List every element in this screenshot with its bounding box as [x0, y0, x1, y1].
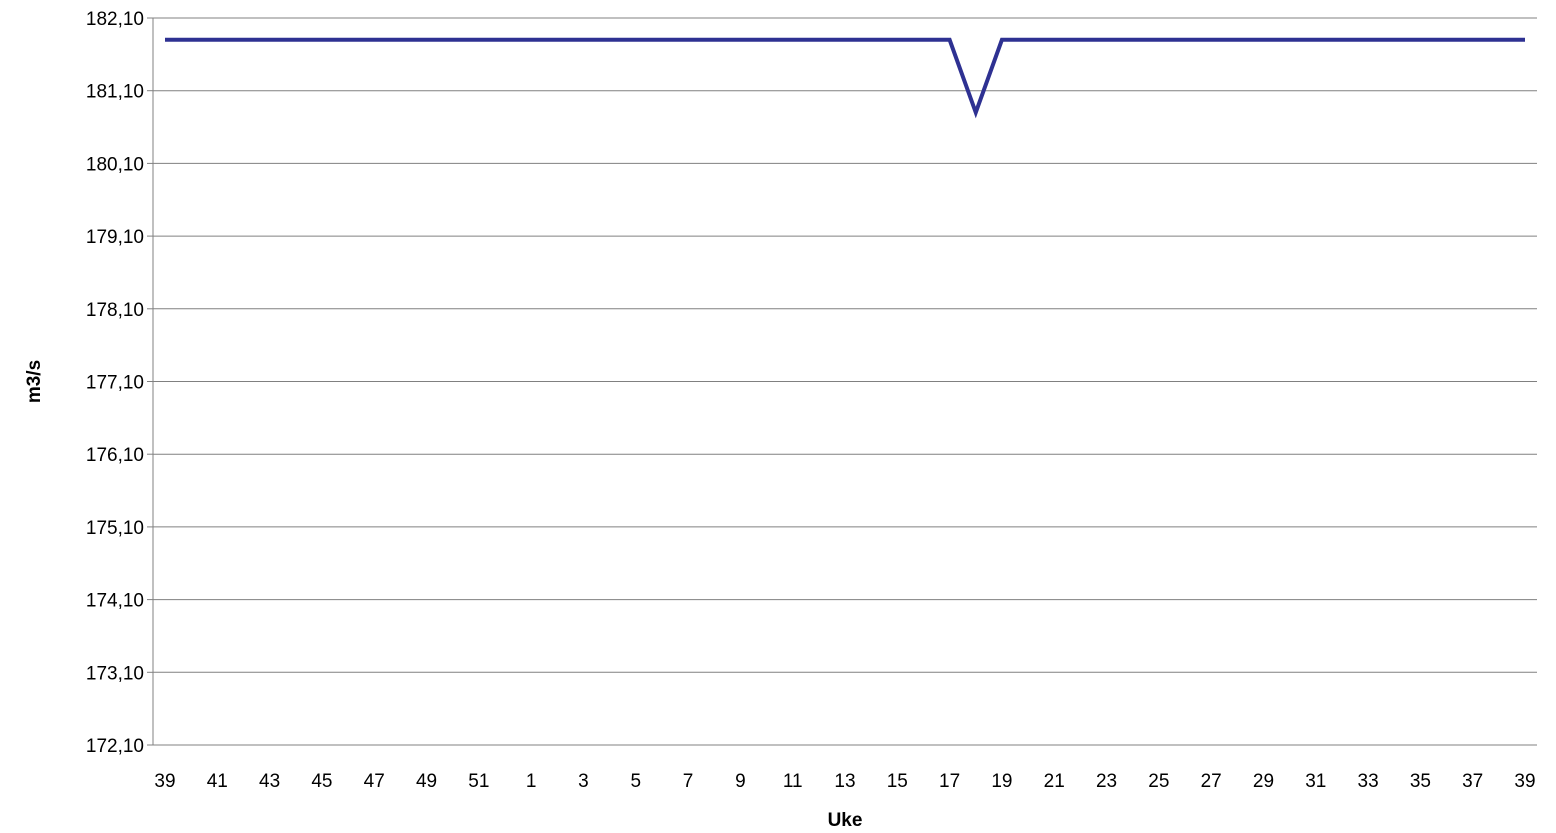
x-tick-label: 19 — [991, 771, 1012, 792]
x-tick-label: 33 — [1358, 771, 1379, 792]
y-tick-label: 182,10 — [86, 9, 144, 30]
x-tick-label: 39 — [154, 771, 175, 792]
series-line — [165, 37, 1525, 119]
x-tick-label: 13 — [834, 771, 855, 792]
x-tick-label: 11 — [783, 771, 803, 792]
x-tick-label: 35 — [1410, 771, 1431, 792]
x-tick-label: 1 — [526, 771, 537, 792]
x-tick-labels: 39 41 43 45 47 49 51 1 3 5 7 9 11 13 15 17 19 21 23 25 27 29 3… — [154, 771, 1535, 792]
x-tick-label: 47 — [364, 771, 385, 792]
y-tick-label: 172,10 — [86, 736, 144, 757]
x-tick-label: 29 — [1253, 771, 1274, 792]
y-axis-title: m3/s — [24, 360, 45, 403]
y-tick-label: 180,10 — [86, 154, 144, 175]
y-tick-label: 178,10 — [86, 300, 144, 321]
y-tick-labels: 172,10 173,10 174,10 175,10 176,10 177,10 178,… — [86, 9, 144, 757]
y-tick-label: 174,10 — [86, 591, 144, 612]
x-tick-label: 31 — [1305, 771, 1326, 792]
x-tick-label: 51 — [468, 771, 489, 792]
x-tick-label: 25 — [1148, 771, 1169, 792]
x-tick-label: 49 — [416, 771, 437, 792]
y-tick-label: 179,10 — [86, 227, 144, 248]
x-tick-label: 43 — [259, 771, 280, 792]
x-tick-label: 37 — [1462, 771, 1483, 792]
x-tick-label: 7 — [683, 771, 694, 792]
x-tick-label: 45 — [311, 771, 332, 792]
x-tick-label: 41 — [207, 771, 228, 792]
y-tick-label: 175,10 — [86, 518, 144, 539]
x-tick-label: 17 — [939, 771, 960, 792]
x-tick-label: 27 — [1201, 771, 1222, 792]
x-tick-label: 23 — [1096, 771, 1117, 792]
y-tick-label: 177,10 — [86, 373, 144, 394]
x-tick-label: 21 — [1044, 771, 1065, 792]
y-tick-label: 181,10 — [86, 82, 144, 103]
series-layer — [165, 37, 1525, 119]
x-tick-label: 39 — [1514, 771, 1535, 792]
x-tick-label: 3 — [578, 771, 589, 792]
x-tick-label: 15 — [887, 771, 908, 792]
gridlines — [147, 17, 1537, 746]
x-axis-title: Uke — [828, 810, 863, 831]
x-tick-label: 9 — [735, 771, 746, 792]
y-tick-label: 176,10 — [86, 445, 144, 466]
y-tick-label: 173,10 — [86, 663, 144, 684]
x-tick-label: 5 — [630, 771, 641, 792]
